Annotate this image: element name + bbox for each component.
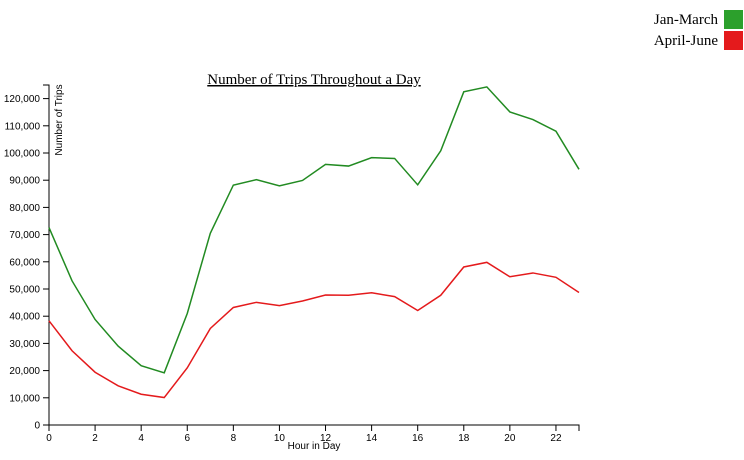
legend-label: Jan-March bbox=[654, 12, 719, 28]
y-tick-label: 120,000 bbox=[4, 94, 41, 105]
legend-label: April-June bbox=[654, 33, 718, 49]
y-tick-label: 110,000 bbox=[5, 121, 41, 132]
y-tick-label: 70,000 bbox=[9, 230, 40, 241]
y-axis: 0 10,000 20,000 30,000 40,000 50,000 60,000 70,… bbox=[4, 84, 50, 432]
x-axis-label: Hour in Day bbox=[288, 441, 341, 452]
y-tick-label: 80,000 bbox=[9, 203, 40, 214]
x-tick-label: 2 bbox=[92, 433, 98, 444]
x-tick-label: 12 bbox=[320, 433, 332, 444]
x-tick-label: 10 bbox=[274, 433, 286, 444]
y-tick-label: 40,000 bbox=[9, 312, 40, 323]
x-tick-label: 0 bbox=[46, 433, 52, 444]
x-axis: 0 2 4 6 8 10 12 14 16 18 20 22 bbox=[46, 424, 580, 444]
legend: Jan-March April-June bbox=[654, 10, 743, 50]
chart-title: Number of Trips Throughout a Day bbox=[207, 72, 421, 88]
y-tick-label: 100,000 bbox=[4, 149, 41, 160]
y-tick-label: 0 bbox=[34, 421, 40, 432]
x-tick-label: 22 bbox=[550, 433, 562, 444]
x-tick-label: 8 bbox=[231, 433, 237, 444]
y-tick-label: 50,000 bbox=[9, 285, 40, 296]
series-line-1 bbox=[48, 86, 580, 374]
legend-swatch bbox=[724, 31, 743, 50]
x-tick-label: 18 bbox=[458, 433, 470, 444]
legend-swatch bbox=[724, 10, 743, 29]
series-layer bbox=[48, 86, 580, 399]
series-line-2 bbox=[48, 261, 580, 399]
y-axis-label: Number of Trips bbox=[54, 84, 65, 155]
x-tick-label: 14 bbox=[366, 433, 378, 444]
x-tick-label: 6 bbox=[184, 433, 190, 444]
y-tick-label: 90,000 bbox=[9, 176, 40, 187]
y-tick-label: 30,000 bbox=[9, 339, 40, 350]
y-tick-label: 60,000 bbox=[9, 257, 40, 268]
y-tick-label: 10,000 bbox=[9, 393, 40, 404]
y-axis-line bbox=[43, 84, 50, 426]
y-tick-label: 20,000 bbox=[9, 366, 40, 377]
x-tick-label: 4 bbox=[138, 433, 144, 444]
x-tick-label: 20 bbox=[504, 433, 516, 444]
x-axis-line bbox=[48, 424, 580, 431]
x-tick-label: 16 bbox=[412, 433, 424, 444]
